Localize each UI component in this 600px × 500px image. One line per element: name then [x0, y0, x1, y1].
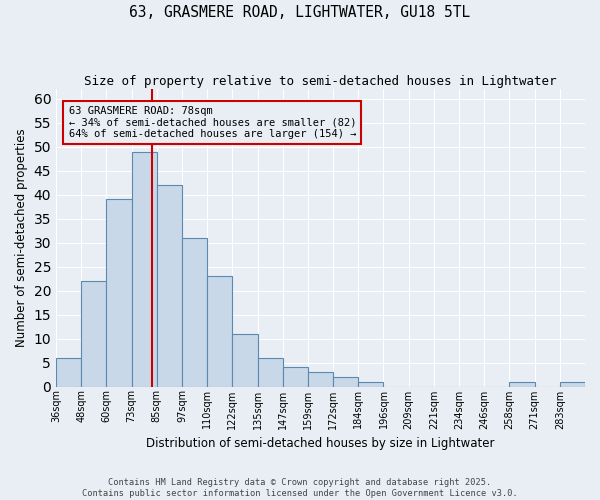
Bar	[358, 382, 383, 386]
Bar	[509, 382, 535, 386]
Bar	[131, 152, 157, 386]
Bar	[232, 334, 257, 386]
Bar	[56, 358, 81, 386]
Bar	[81, 281, 106, 386]
Bar	[182, 238, 207, 386]
Title: Size of property relative to semi-detached houses in Lightwater: Size of property relative to semi-detach…	[84, 75, 557, 88]
Bar	[283, 368, 308, 386]
Text: 63 GRASMERE ROAD: 78sqm
← 34% of semi-detached houses are smaller (82)
64% of se: 63 GRASMERE ROAD: 78sqm ← 34% of semi-de…	[68, 106, 356, 139]
Bar	[207, 276, 232, 386]
Bar	[308, 372, 333, 386]
Bar	[560, 382, 585, 386]
Y-axis label: Number of semi-detached properties: Number of semi-detached properties	[15, 128, 28, 347]
Bar	[257, 358, 283, 386]
Bar	[333, 377, 358, 386]
Bar	[157, 185, 182, 386]
X-axis label: Distribution of semi-detached houses by size in Lightwater: Distribution of semi-detached houses by …	[146, 437, 495, 450]
Text: 63, GRASMERE ROAD, LIGHTWATER, GU18 5TL: 63, GRASMERE ROAD, LIGHTWATER, GU18 5TL	[130, 5, 470, 20]
Text: Contains HM Land Registry data © Crown copyright and database right 2025.
Contai: Contains HM Land Registry data © Crown c…	[82, 478, 518, 498]
Bar	[106, 200, 131, 386]
